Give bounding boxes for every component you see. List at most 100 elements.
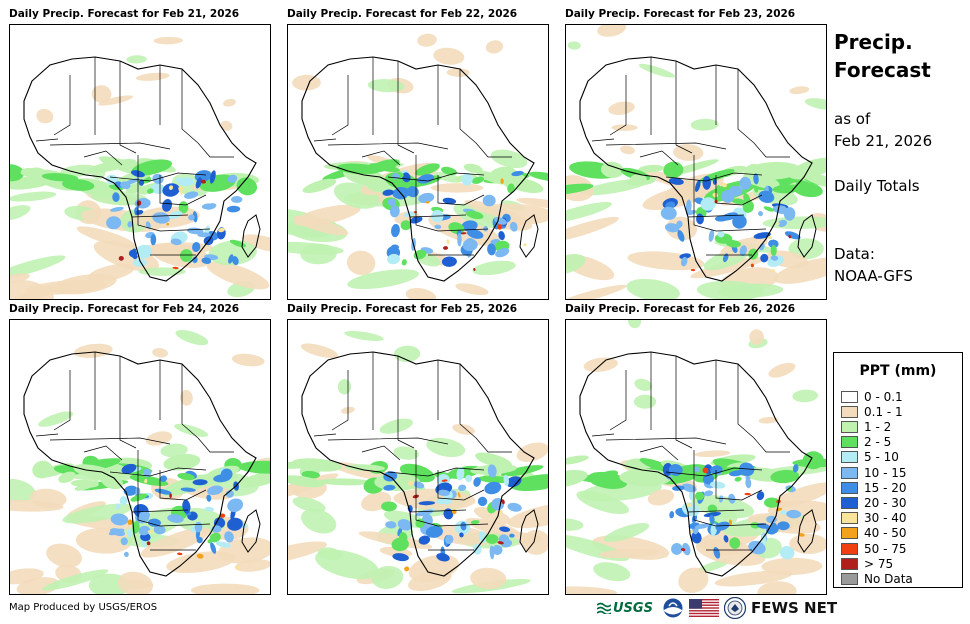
precip-cell: [127, 519, 133, 526]
precip-cell: [135, 210, 144, 215]
legend-label: 15 - 20: [864, 480, 907, 495]
panel-title: Daily Precip. Forecast for Feb 23, 2026: [565, 8, 796, 20]
precip-cell: [417, 174, 435, 184]
precip-cell: [729, 470, 744, 477]
precip-cell: [676, 220, 683, 228]
legend-item: 15 - 20: [841, 480, 907, 495]
precip-cell: [763, 206, 775, 212]
africa-precip-map: [9, 24, 271, 300]
precip-cell: [671, 543, 683, 555]
legend-label: 2 - 5: [864, 435, 892, 450]
precip-cell: [192, 211, 198, 223]
precip-cell: [673, 144, 704, 161]
legend-item: 40 - 50: [841, 526, 907, 541]
precip-cell: [761, 534, 767, 545]
precip-cell: [123, 485, 138, 496]
precip-cell: [300, 343, 338, 359]
legend-item: > 75: [841, 556, 893, 571]
country-border: [49, 142, 171, 150]
precip-cell: [152, 348, 168, 358]
precip-cell: [293, 215, 349, 236]
precip-cell: [445, 534, 454, 545]
precip-cell: [239, 470, 270, 488]
precip-cell: [160, 443, 188, 458]
precip-cell: [417, 33, 437, 47]
country-border: [137, 450, 161, 527]
precip-cell: [381, 501, 397, 512]
precip-cell: [138, 179, 145, 186]
usaid-seal-icon: [723, 597, 746, 619]
precip-cell: [204, 203, 217, 210]
precip-cell: [789, 86, 810, 95]
precip-cell: [798, 533, 805, 537]
precip-cell: [117, 571, 153, 594]
precip-cell: [566, 518, 584, 531]
country-border: [591, 433, 615, 437]
precip-cell: [390, 244, 400, 250]
precip-cell: [162, 183, 180, 197]
precip-cell: [227, 174, 238, 183]
precip-cell: [142, 468, 152, 477]
precip-cell: [734, 476, 742, 482]
legend-title: PPT (mm): [859, 363, 937, 379]
precip-cell: [576, 490, 630, 515]
country-border: [181, 69, 199, 144]
precip-cell: [728, 519, 733, 526]
precip-cell: [465, 210, 484, 220]
precip-cell: [495, 248, 510, 258]
precip-cell: [500, 178, 504, 185]
precip-cell: [166, 222, 170, 226]
precip-cell: [126, 529, 133, 538]
precip-cell: [660, 206, 677, 220]
precip-cell: [766, 515, 777, 524]
forecast-panel-4: Daily Precip. Forecast for Feb 24, 2026: [9, 303, 271, 595]
precip-cell: [611, 124, 638, 131]
precip-cell: [418, 501, 436, 506]
precip-cell: [759, 243, 765, 251]
precip-cell: [209, 170, 216, 184]
country-border: [737, 364, 755, 439]
precip-cell: [124, 551, 129, 558]
precip-cell: [179, 249, 193, 262]
precip-cell: [53, 273, 117, 295]
precip-cell: [291, 458, 342, 472]
precip-cell: [739, 245, 747, 257]
precip-cell: [710, 481, 726, 489]
legend-item: 50 - 75: [841, 541, 907, 556]
precip-cell: [36, 108, 54, 124]
precip-cell: [599, 548, 660, 559]
precip-cell: [681, 483, 697, 493]
precip-cell: [403, 211, 417, 217]
precip-cell: [144, 478, 148, 484]
precip-cell: [129, 474, 169, 486]
precip-cell: [462, 238, 478, 252]
precip-cell: [473, 267, 476, 271]
country-border: [159, 175, 207, 206]
legend-item: 5 - 10: [841, 450, 899, 465]
precip-cell: [458, 484, 467, 491]
precip-cell: [472, 260, 516, 276]
legend-label: 1 - 2: [864, 419, 892, 434]
country-border: [181, 364, 199, 439]
precip-cell: [135, 72, 170, 81]
legend-label: 10 - 15: [864, 465, 907, 480]
precip-cell: [758, 416, 779, 424]
forecast-panel-6: Daily Precip. Forecast for Feb 26, 2026: [565, 303, 827, 595]
country-border: [753, 142, 790, 158]
precip-cell: [392, 553, 409, 562]
legend-item: 10 - 15: [841, 465, 907, 480]
legend-label: 20 - 30: [864, 495, 907, 510]
precip-cell: [757, 581, 797, 594]
country-border: [109, 172, 207, 182]
precip-cell: [702, 467, 709, 474]
precip-cell: [415, 518, 425, 528]
precip-cell: [10, 191, 57, 202]
precip-cell: [459, 532, 464, 538]
country-border: [409, 214, 467, 218]
precip-cell: [509, 533, 515, 538]
country-border: [159, 523, 211, 527]
data-source-line1: Data:: [834, 245, 875, 263]
precip-cell: [465, 474, 473, 483]
precip-cell: [678, 567, 709, 594]
precip-cell: [503, 474, 509, 487]
